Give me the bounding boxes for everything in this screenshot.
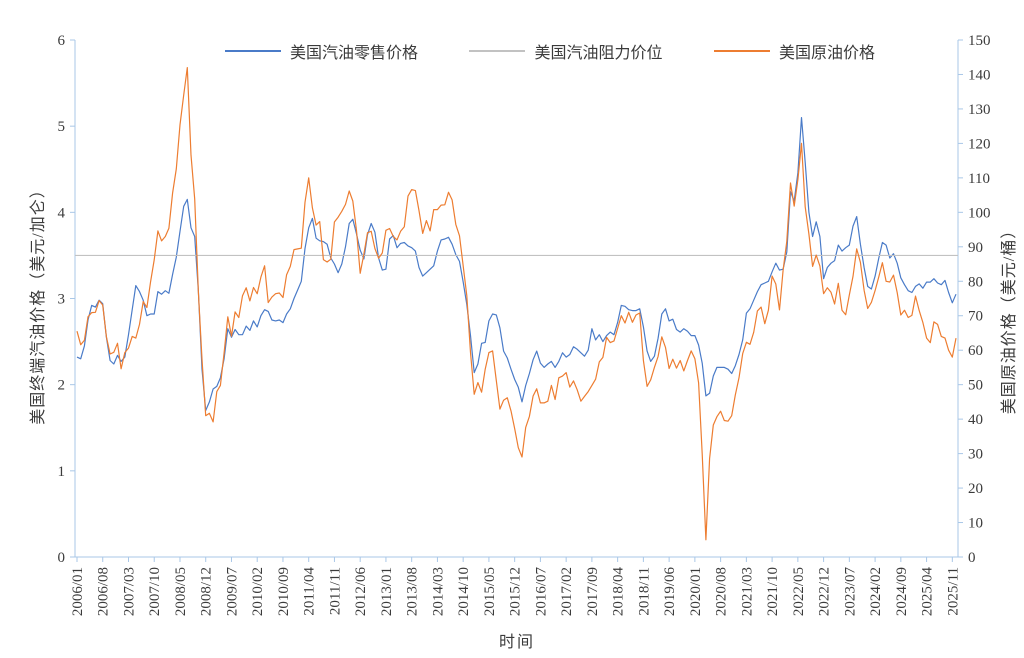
svg-text:150: 150: [968, 33, 991, 49]
svg-text:2012/06: 2012/06: [353, 567, 369, 617]
svg-text:1: 1: [58, 464, 66, 480]
legend-item-gasoline-resistance: 美国汽油阻力价位: [469, 39, 663, 63]
legend-item-crude-oil: 美国原油价格: [713, 39, 875, 63]
svg-text:2019/06: 2019/06: [662, 567, 678, 617]
svg-text:4: 4: [58, 205, 66, 221]
svg-text:140: 140: [968, 67, 991, 83]
svg-text:2: 2: [58, 378, 66, 394]
svg-text:2007/10: 2007/10: [147, 567, 163, 616]
svg-text:2024/02: 2024/02: [868, 567, 884, 616]
legend-label-gasoline-retail: 美国汽油零售价格: [290, 45, 419, 62]
left-axis-title: 美国终端汽油价格（美元/加仑）: [30, 181, 47, 425]
svg-text:0: 0: [58, 550, 66, 566]
chart-legend: 美国汽油零售价格 美国汽油阻力价位 美国原油价格: [225, 40, 875, 62]
svg-text:6: 6: [58, 33, 66, 49]
svg-text:2008/05: 2008/05: [173, 567, 189, 616]
svg-text:2020/08: 2020/08: [714, 567, 730, 616]
svg-text:10: 10: [968, 516, 983, 532]
svg-text:20: 20: [968, 481, 983, 497]
svg-text:5: 5: [58, 119, 66, 135]
svg-text:2018/04: 2018/04: [611, 567, 627, 617]
svg-text:2008/12: 2008/12: [199, 567, 215, 616]
svg-text:2025/04: 2025/04: [920, 567, 936, 617]
svg-text:120: 120: [968, 136, 991, 152]
svg-text:40: 40: [968, 412, 983, 428]
legend-label-crude-oil: 美国原油价格: [778, 45, 875, 62]
svg-text:2013/08: 2013/08: [405, 567, 421, 616]
svg-text:130: 130: [968, 102, 991, 118]
svg-text:2010/02: 2010/02: [250, 567, 266, 616]
svg-text:2022/05: 2022/05: [791, 567, 807, 616]
legend-item-gasoline-retail: 美国汽油零售价格: [225, 39, 418, 63]
svg-text:2024/09: 2024/09: [894, 567, 910, 616]
svg-text:2015/12: 2015/12: [508, 567, 524, 616]
svg-text:2006/01: 2006/01: [70, 567, 86, 616]
svg-text:2023/07: 2023/07: [842, 567, 858, 617]
svg-text:100: 100: [968, 205, 991, 221]
svg-text:2011/11: 2011/11: [327, 567, 343, 615]
svg-text:2022/12: 2022/12: [817, 567, 833, 616]
svg-text:90: 90: [968, 240, 983, 256]
line-swatch-orange-icon: [713, 50, 770, 52]
svg-text:30: 30: [968, 447, 983, 463]
svg-text:2015/05: 2015/05: [482, 567, 498, 616]
svg-text:2014/10: 2014/10: [456, 567, 472, 616]
svg-text:2020/01: 2020/01: [688, 567, 704, 616]
line-swatch-gray-icon: [469, 50, 526, 52]
legend-label-gasoline-resistance: 美国汽油阻力价位: [534, 45, 663, 62]
svg-text:70: 70: [968, 309, 983, 325]
svg-text:2025/11: 2025/11: [945, 567, 961, 616]
right-axis-title: 美国原油价格（美元/桶）: [1001, 221, 1018, 415]
svg-text:50: 50: [968, 378, 983, 394]
svg-text:2021/10: 2021/10: [765, 567, 781, 616]
svg-text:2017/09: 2017/09: [585, 567, 601, 616]
svg-text:0: 0: [968, 550, 976, 566]
line-swatch-blue-icon: [225, 50, 281, 52]
svg-text:2009/07: 2009/07: [224, 567, 240, 617]
svg-text:2010/09: 2010/09: [276, 567, 292, 616]
svg-text:80: 80: [968, 274, 983, 290]
svg-text:2018/11: 2018/11: [636, 567, 652, 616]
x-axis-title: 时间: [498, 634, 536, 651]
svg-text:3: 3: [58, 292, 66, 308]
svg-text:2016/07: 2016/07: [533, 567, 549, 617]
svg-text:2014/03: 2014/03: [430, 567, 446, 616]
svg-text:2013/01: 2013/01: [379, 567, 395, 616]
svg-text:2021/03: 2021/03: [739, 567, 755, 616]
svg-text:110: 110: [968, 171, 990, 187]
svg-text:60: 60: [968, 343, 983, 359]
svg-text:2006/08: 2006/08: [96, 567, 112, 616]
svg-text:2011/04: 2011/04: [302, 567, 318, 616]
svg-text:2007/03: 2007/03: [121, 567, 137, 616]
svg-text:2017/02: 2017/02: [559, 567, 575, 616]
